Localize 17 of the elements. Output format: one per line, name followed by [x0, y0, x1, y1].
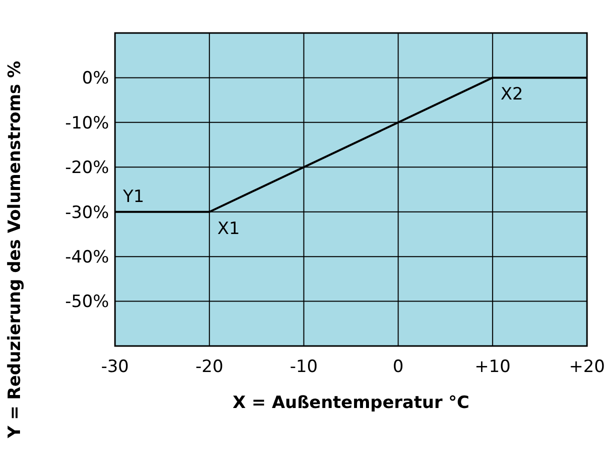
y-tick-label: -40% — [65, 248, 109, 268]
annotation: X1 — [217, 218, 240, 239]
x-tick-label: -30 — [101, 357, 129, 377]
x-axis-title: X = Außentemperatur °C — [232, 393, 470, 413]
y-tick-label: -10% — [65, 113, 109, 134]
y-tick-label: 0% — [82, 68, 109, 89]
x-tick-label: -20 — [196, 357, 224, 377]
y-tick-label: -20% — [65, 158, 109, 178]
y-axis-title: Y = Reduzierung des Volumenstroms % — [5, 60, 25, 440]
y-tick-label: -30% — [65, 202, 109, 223]
x-tick-label: 0 — [392, 357, 404, 377]
x-tick-label: +20 — [569, 357, 605, 377]
annotation: Y1 — [122, 186, 144, 207]
x-tick-label: -10 — [290, 357, 318, 377]
x-tick-label: +10 — [474, 357, 511, 377]
y-tick-label: -50% — [65, 292, 109, 312]
annotation: X2 — [500, 84, 524, 105]
